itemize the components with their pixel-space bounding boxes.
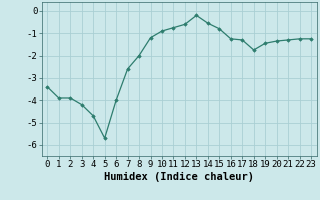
X-axis label: Humidex (Indice chaleur): Humidex (Indice chaleur) [104, 172, 254, 182]
